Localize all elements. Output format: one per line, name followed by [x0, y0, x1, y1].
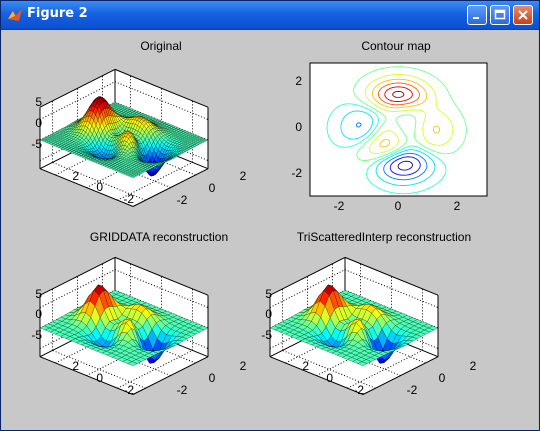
y-tick-2: 2 [240, 169, 247, 183]
contour-level [340, 110, 436, 186]
ts-y-tick-2: 2 [470, 359, 477, 373]
gd-y-tick-2: 2 [240, 359, 247, 373]
maximize-button[interactable] [490, 5, 510, 25]
chart-title-contour: Contour map [361, 39, 431, 53]
gd-z-tick-5: 5 [35, 287, 42, 301]
gd-y-tick-0: 0 [209, 371, 216, 385]
gd-x-tick-minus2: -2 [123, 383, 134, 397]
ts-y-tick-minus2: -2 [407, 383, 418, 397]
contour-axes-box [309, 62, 488, 197]
chart-title-original: Original [140, 39, 181, 53]
ts-z-tick-0: 0 [265, 307, 272, 321]
contour-x-tick-minus2: -2 [334, 199, 345, 213]
ts-x-tick-0: 0 [326, 371, 333, 385]
x-tick-0: 0 [96, 180, 103, 194]
z-tick-0: 0 [35, 116, 42, 130]
ts-y-tick-0: 0 [439, 371, 446, 385]
contour-y-tick-2: 2 [295, 74, 302, 88]
z-tick-5: 5 [35, 95, 42, 109]
minimize-icon [473, 17, 479, 19]
contour-level [377, 82, 420, 106]
minimize-button[interactable] [467, 5, 487, 25]
gd-z-tick-0: 0 [35, 307, 42, 321]
x-tick-minus2: -2 [123, 192, 134, 206]
close-icon [518, 10, 528, 20]
chart-title-griddata: GRIDDATA reconstruction [90, 230, 228, 244]
surface-triscattered [269, 284, 439, 366]
maximize-icon [494, 9, 506, 20]
contour-level [355, 122, 428, 181]
window-title: Figure 2 [27, 6, 88, 21]
gd-z-tick-minus5: -5 [31, 328, 42, 342]
gd-y-tick-minus2: -2 [177, 383, 188, 397]
chart-title-triscattered: TriScatteredInterp reconstruction [297, 230, 471, 244]
contour-y-tick-minus2: -2 [291, 166, 302, 180]
contour-lines [326, 66, 467, 195]
y-tick-0: 0 [209, 181, 216, 195]
close-button[interactable] [513, 5, 533, 25]
y-tick-minus2: -2 [177, 193, 188, 207]
ts-z-tick-5: 5 [265, 287, 272, 301]
surface-original [39, 96, 209, 178]
contour-level [384, 86, 413, 102]
contour-y-tick-0: 0 [295, 120, 302, 134]
surface-griddata [39, 284, 209, 366]
contour-x-tick-0: 0 [395, 199, 402, 213]
x-tick-2: 2 [72, 169, 79, 183]
contour-level [389, 156, 421, 176]
contour-level [371, 78, 441, 148]
contour-level [353, 66, 467, 161]
contour-level [392, 90, 405, 98]
matlab-icon [8, 9, 22, 21]
z-tick-minus5: -5 [31, 137, 42, 151]
contour-level [364, 74, 454, 154]
ts-x-tick-2: 2 [302, 359, 309, 373]
ts-z-tick-minus5: -5 [261, 328, 272, 342]
contour-x-tick-2: 2 [454, 199, 461, 213]
gd-x-tick-2: 2 [72, 359, 79, 373]
contour-level [397, 160, 413, 171]
title-bar[interactable]: Figure 2 [1, 1, 539, 30]
ts-x-tick-minus2: -2 [353, 383, 364, 397]
contour-level [326, 103, 447, 195]
figure-canvas: Original 5 0 -5 2 0 -2 -2 0 2 Contour ma… [2, 30, 538, 430]
gd-x-tick-0: 0 [96, 371, 103, 385]
